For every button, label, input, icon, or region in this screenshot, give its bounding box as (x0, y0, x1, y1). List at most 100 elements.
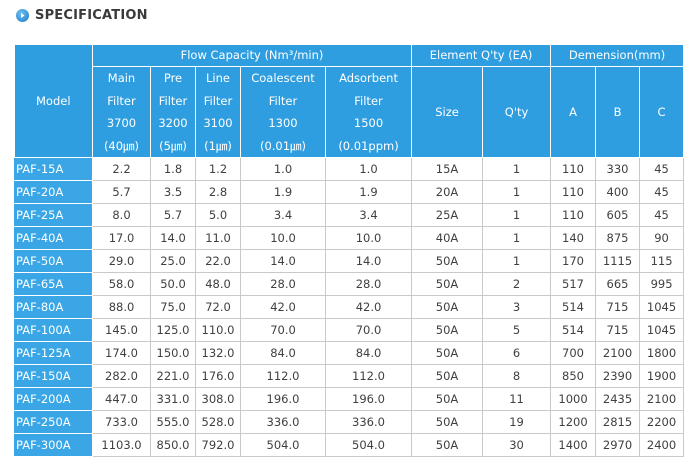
table-row: PAF-25A 8.0 5.7 5.0 3.4 3.4 25A 1 110 605 45 (14, 203, 685, 227)
size-cell: 20A (411, 180, 484, 204)
dim-c-cell: 1045 (639, 295, 685, 319)
circle-arrow-right-icon (16, 8, 29, 22)
dim-a-cell: 110 (550, 180, 597, 204)
dim-c-cell: 1800 (639, 341, 685, 365)
dim-a-cell: 517 (550, 272, 597, 296)
line-filter-header: Line Filter 3100 (1㎛) (195, 66, 241, 158)
adsorbent-filter-cell: 1.9 (324, 180, 413, 204)
adsorbent-filter-cell: 14.0 (324, 249, 413, 273)
dim-a-cell: 850 (550, 364, 597, 388)
pre-filter-cell: 125.0 (150, 318, 196, 342)
qty-cell: 1 (482, 157, 552, 181)
dim-c-cell: 45 (639, 203, 685, 227)
dim-a-cell: 140 (550, 226, 597, 250)
size-cell: 50A (411, 318, 484, 342)
model-cell: PAF-200A (14, 387, 93, 411)
adsorbent-filter-cell: 3.4 (324, 203, 413, 227)
adsorbent-filter-cell: 84.0 (324, 341, 413, 365)
qty-cell: 8 (482, 364, 552, 388)
line-filter-cell: 792.0 (195, 433, 241, 457)
pre-filter-cell: 25.0 (150, 249, 196, 273)
coalescent-filter-cell: 10.0 (240, 226, 326, 250)
section-title: SPECIFICATION (35, 7, 148, 23)
pre-filter-cell: 50.0 (150, 272, 196, 296)
dim-a-cell: 1200 (550, 410, 597, 434)
qty-cell: 5 (482, 318, 552, 342)
dim-a-cell: 1400 (550, 433, 597, 457)
specification-table: Model Flow Capacity (Nm³/min) Element Q'… (14, 44, 685, 457)
dim-c-cell: 2100 (639, 387, 685, 411)
coalescent-filter-cell: 42.0 (240, 295, 326, 319)
table-row: PAF-300A 1103.0 850.0 792.0 504.0 504.0 50A 30 1… (14, 433, 685, 457)
dim-b-cell: 715 (595, 295, 641, 319)
coalescent-filter-cell: 1.0 (240, 157, 326, 181)
model-cell: PAF-80A (14, 295, 93, 319)
line-filter-cell: 22.0 (195, 249, 241, 273)
adsorbent-filter-header: Adsorbent Filter 1500 (0.01ppm) (324, 66, 413, 158)
dim-b-cell: 875 (595, 226, 641, 250)
pre-filter-cell: 14.0 (150, 226, 196, 250)
dim-b-cell: 400 (595, 180, 641, 204)
coalescent-filter-cell: 28.0 (240, 272, 326, 296)
pre-filter-cell: 555.0 (150, 410, 196, 434)
pre-filter-cell: 150.0 (150, 341, 196, 365)
coalescent-filter-cell: 84.0 (240, 341, 326, 365)
header-row-2: Main Filter 3700 (40㎛) Pre Filter 3200 (5㎛) Li… (15, 66, 685, 158)
table-row: PAF-125A 174.0 150.0 132.0 84.0 84.0 50A 6 700 21… (14, 341, 685, 365)
dim-c-cell: 2400 (639, 433, 685, 457)
qty-header: Q'ty (482, 66, 552, 158)
table-row: PAF-100A 145.0 125.0 110.0 70.0 70.0 50A 5 514 71… (14, 318, 685, 342)
dim-b-cell: 2390 (595, 364, 641, 388)
main-filter-cell: 145.0 (92, 318, 151, 342)
qty-cell: 1 (482, 180, 552, 204)
coalescent-filter-cell: 14.0 (240, 249, 326, 273)
size-cell: 15A (411, 157, 484, 181)
table-row: PAF-80A 88.0 75.0 72.0 42.0 42.0 50A 3 514 715 104… (14, 295, 685, 319)
size-cell: 50A (411, 295, 484, 319)
table-row: PAF-15A 2.2 1.8 1.2 1.0 1.0 15A 1 110 330 45 (14, 157, 685, 181)
main-filter-header: Main Filter 3700 (40㎛) (92, 66, 151, 158)
adsorbent-filter-cell: 112.0 (324, 364, 413, 388)
size-cell: 50A (411, 341, 484, 365)
element-qty-header: Element Q'ty (EA) (411, 44, 552, 67)
qty-cell: 1 (482, 249, 552, 273)
main-filter-cell: 733.0 (92, 410, 151, 434)
coalescent-filter-cell: 3.4 (240, 203, 326, 227)
main-filter-cell: 29.0 (92, 249, 151, 273)
pre-filter-cell: 850.0 (150, 433, 196, 457)
size-cell: 50A (411, 272, 484, 296)
qty-cell: 30 (482, 433, 552, 457)
pre-filter-cell: 331.0 (150, 387, 196, 411)
coalescent-filter-header: Coalescent Filter 1300 (0.01㎛) (240, 66, 326, 158)
dim-a-cell: 110 (550, 157, 597, 181)
main-filter-cell: 2.2 (92, 157, 151, 181)
size-cell: 25A (411, 203, 484, 227)
line-filter-cell: 1.2 (195, 157, 241, 181)
line-filter-cell: 132.0 (195, 341, 241, 365)
dim-b-cell: 2435 (595, 387, 641, 411)
size-cell: 40A (411, 226, 484, 250)
size-header: Size (411, 66, 484, 158)
model-cell: PAF-50A (14, 249, 93, 273)
pre-filter-cell: 5.7 (150, 203, 196, 227)
main-filter-cell: 58.0 (92, 272, 151, 296)
main-filter-cell: 88.0 (92, 295, 151, 319)
line-filter-cell: 308.0 (195, 387, 241, 411)
table-row: PAF-20A 5.7 3.5 2.8 1.9 1.9 20A 1 110 400 45 (14, 180, 685, 204)
adsorbent-filter-cell: 42.0 (324, 295, 413, 319)
adsorbent-filter-cell: 504.0 (324, 433, 413, 457)
dim-c-cell: 2200 (639, 410, 685, 434)
adsorbent-filter-cell: 336.0 (324, 410, 413, 434)
adsorbent-filter-cell: 10.0 (324, 226, 413, 250)
dim-a-cell: 110 (550, 203, 597, 227)
main-filter-cell: 447.0 (92, 387, 151, 411)
dim-c-cell: 45 (639, 157, 685, 181)
coalescent-filter-cell: 336.0 (240, 410, 326, 434)
table-row: PAF-65A 58.0 50.0 48.0 28.0 28.0 50A 2 517 665 995 (14, 272, 685, 296)
model-cell: PAF-125A (14, 341, 93, 365)
qty-cell: 3 (482, 295, 552, 319)
model-cell: PAF-300A (14, 433, 93, 457)
main-filter-cell: 282.0 (92, 364, 151, 388)
dim-c-cell: 1900 (639, 364, 685, 388)
qty-cell: 19 (482, 410, 552, 434)
